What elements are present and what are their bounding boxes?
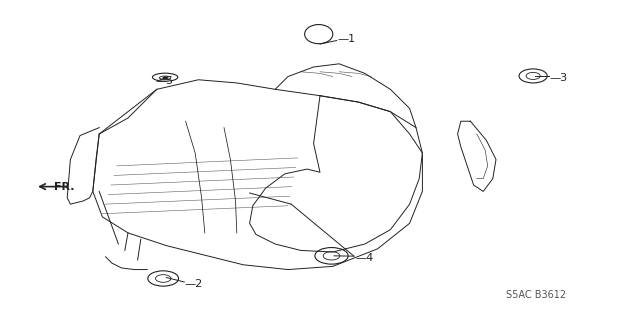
Circle shape [163, 77, 167, 79]
Text: —3: —3 [549, 72, 567, 83]
Text: —4: —4 [355, 253, 374, 263]
Text: FR.: FR. [54, 182, 75, 192]
Text: —5: —5 [156, 76, 173, 86]
Text: S5AC B3612: S5AC B3612 [506, 290, 566, 300]
Text: —1: —1 [337, 34, 355, 44]
Text: —2: —2 [184, 279, 203, 289]
